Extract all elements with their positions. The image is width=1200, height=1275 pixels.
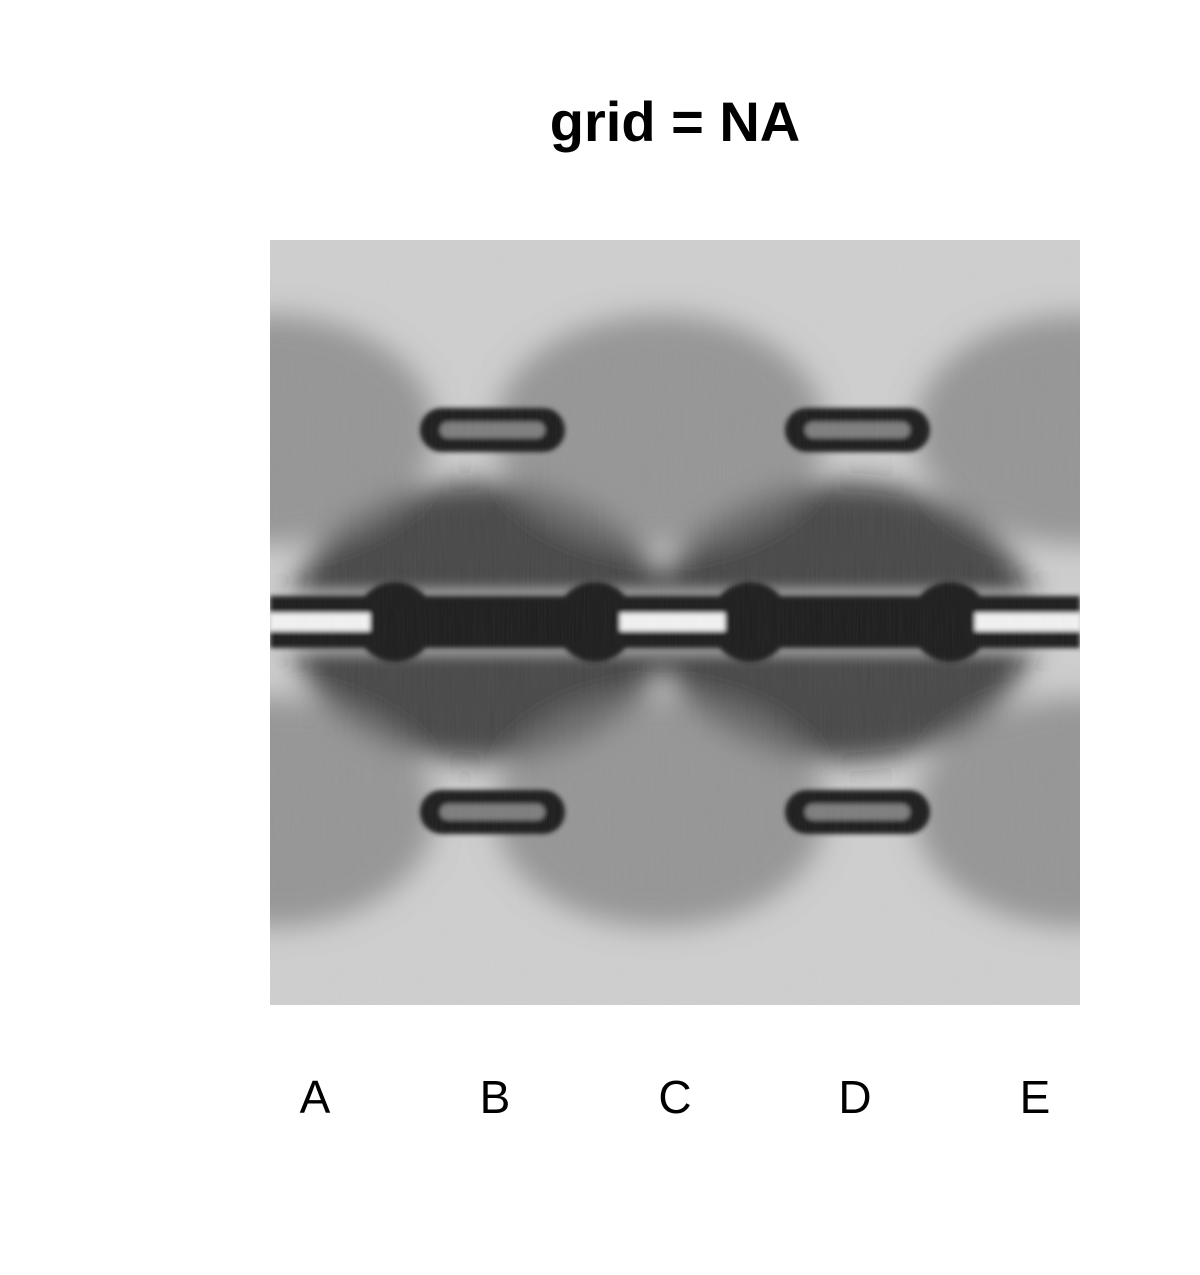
x-tick-label: E xyxy=(1020,1071,1051,1123)
heatmap-image xyxy=(270,240,1080,1005)
chart-title: grid = NA xyxy=(549,90,801,153)
x-axis-tick-labels: A B C D E xyxy=(300,1071,1051,1123)
x-tick-label: A xyxy=(300,1071,331,1123)
x-tick-label: C xyxy=(658,1071,691,1123)
heatmap-texture xyxy=(270,240,1080,1005)
x-tick-label: B xyxy=(480,1071,511,1123)
x-tick-label: D xyxy=(838,1071,871,1123)
